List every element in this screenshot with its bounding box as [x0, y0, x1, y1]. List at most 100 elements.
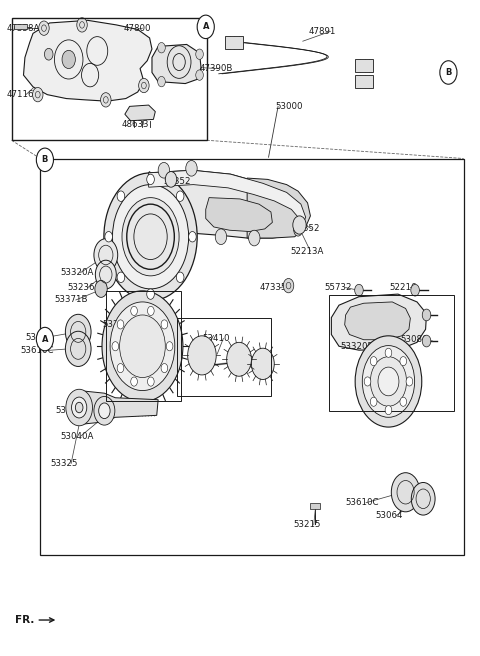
Circle shape — [147, 377, 154, 386]
Bar — [355, 75, 373, 88]
Circle shape — [197, 15, 214, 39]
Circle shape — [422, 309, 431, 321]
Text: 53040A: 53040A — [60, 432, 94, 441]
Circle shape — [283, 278, 294, 293]
Circle shape — [371, 357, 407, 406]
Circle shape — [99, 403, 110, 419]
Circle shape — [161, 363, 168, 373]
Circle shape — [39, 21, 49, 35]
Text: 48633: 48633 — [122, 120, 149, 129]
Circle shape — [96, 260, 116, 289]
Polygon shape — [149, 171, 306, 229]
Circle shape — [66, 389, 93, 426]
Circle shape — [385, 348, 392, 358]
Circle shape — [147, 174, 155, 184]
Circle shape — [75, 402, 83, 413]
Text: A: A — [42, 335, 48, 344]
Text: 47116A: 47116A — [7, 90, 40, 99]
Bar — [311, 502, 320, 509]
Circle shape — [371, 357, 377, 366]
Circle shape — [422, 335, 431, 347]
Text: B: B — [445, 68, 452, 77]
Polygon shape — [149, 171, 306, 238]
Polygon shape — [125, 105, 156, 121]
Text: 53610C: 53610C — [20, 346, 54, 356]
Text: 47358A: 47358A — [7, 24, 40, 33]
Circle shape — [45, 49, 53, 60]
Circle shape — [104, 173, 197, 300]
Circle shape — [158, 43, 165, 53]
Bar — [12, 18, 207, 140]
Circle shape — [186, 161, 197, 176]
Circle shape — [33, 87, 43, 102]
Text: 47335: 47335 — [260, 283, 288, 292]
Text: FR.: FR. — [15, 615, 35, 625]
Circle shape — [176, 191, 184, 201]
Circle shape — [166, 342, 173, 351]
Circle shape — [378, 367, 399, 396]
Polygon shape — [152, 45, 201, 83]
Circle shape — [147, 306, 154, 316]
Circle shape — [77, 18, 87, 32]
Circle shape — [385, 405, 392, 415]
Polygon shape — [79, 390, 158, 424]
Circle shape — [117, 272, 125, 283]
Polygon shape — [206, 197, 272, 232]
Circle shape — [158, 76, 165, 87]
Circle shape — [249, 230, 260, 246]
Circle shape — [65, 314, 91, 350]
Polygon shape — [331, 294, 427, 350]
Text: 47390B: 47390B — [200, 64, 233, 73]
Text: 53410: 53410 — [203, 334, 230, 343]
Circle shape — [94, 396, 115, 425]
Circle shape — [355, 336, 422, 427]
Circle shape — [72, 397, 87, 418]
Bar — [177, 318, 271, 396]
Circle shape — [95, 280, 107, 297]
Circle shape — [36, 148, 53, 172]
Text: 53610C: 53610C — [346, 498, 379, 507]
Circle shape — [36, 327, 53, 351]
Polygon shape — [345, 302, 410, 340]
Text: 52216: 52216 — [390, 283, 418, 292]
Text: B: B — [42, 155, 48, 164]
Bar — [355, 60, 373, 72]
Circle shape — [105, 232, 112, 242]
Text: 47800: 47800 — [123, 24, 151, 33]
Circle shape — [406, 377, 413, 386]
Circle shape — [112, 342, 119, 351]
Circle shape — [94, 239, 118, 272]
Circle shape — [112, 184, 189, 289]
Circle shape — [362, 346, 415, 417]
Text: 53000: 53000 — [276, 102, 303, 111]
Circle shape — [355, 284, 363, 296]
Circle shape — [294, 224, 302, 236]
Polygon shape — [247, 178, 311, 238]
Circle shape — [122, 197, 179, 276]
Circle shape — [65, 331, 91, 367]
Bar — [14, 24, 27, 30]
Text: 47891: 47891 — [309, 27, 336, 36]
Circle shape — [440, 61, 457, 84]
Text: 53371B: 53371B — [54, 295, 88, 304]
Circle shape — [411, 482, 435, 515]
Text: 53352: 53352 — [292, 224, 320, 234]
Circle shape — [400, 397, 407, 406]
Circle shape — [215, 229, 227, 245]
Circle shape — [411, 284, 420, 296]
Text: 53352: 53352 — [163, 178, 191, 186]
Bar — [329, 295, 454, 411]
Circle shape — [147, 289, 155, 299]
Circle shape — [62, 51, 75, 69]
Circle shape — [131, 377, 137, 386]
Circle shape — [196, 70, 204, 80]
Circle shape — [120, 315, 165, 378]
Bar — [40, 159, 464, 555]
Text: 52213A: 52213A — [290, 247, 324, 256]
Circle shape — [364, 377, 371, 386]
Circle shape — [131, 306, 137, 316]
Circle shape — [176, 272, 184, 283]
Circle shape — [189, 232, 196, 242]
Circle shape — [102, 291, 183, 401]
Text: 53215: 53215 — [293, 520, 321, 529]
